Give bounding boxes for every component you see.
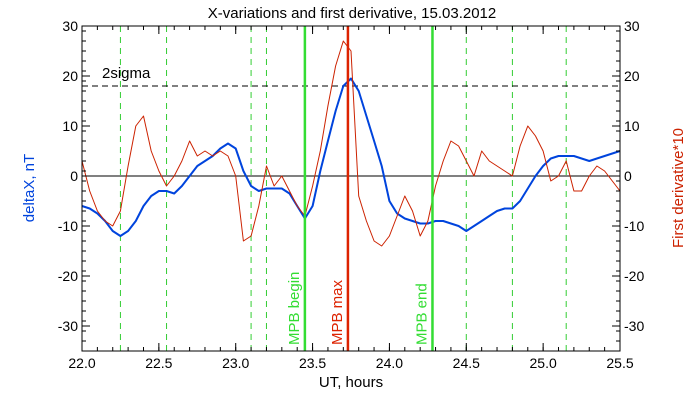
x-tick-label-4: 24.0: [376, 355, 403, 371]
x-tick-label-0: 22.0: [68, 355, 95, 371]
y-tick-label-left-1: 20: [62, 68, 78, 84]
y-tick-label-right-6: -30: [624, 318, 644, 334]
y-tick-label-right-5: -20: [624, 268, 644, 284]
chart-title: X-variations and first derivative, 15.03…: [208, 5, 497, 22]
x-tick-label-5: 24.5: [453, 355, 480, 371]
x-tick-label-1: 22.5: [145, 355, 172, 371]
vertical-marker-label-1: MPB max: [329, 279, 346, 345]
series-line-0: [81, 77, 621, 237]
y-tick-label-left-0: 30: [62, 18, 78, 34]
series-line-1: [81, 40, 621, 247]
vertical-marker-label-0: MPB begin: [286, 272, 303, 345]
y-tick-label-right-1: 20: [624, 68, 640, 84]
y-axis-label-right: First derivative*10: [670, 128, 687, 248]
y-tick-label-right-2: 10: [624, 118, 640, 134]
y-axis-label-left: deltaX, nT: [21, 154, 38, 222]
x-axis-label: UT, hours: [319, 374, 383, 391]
x-tick-label-3: 23.5: [299, 355, 326, 371]
horizontal-line-label-1: 2sigma: [102, 65, 151, 82]
vertical-marker-label-2: MPB end: [413, 283, 430, 345]
plot-area: 2sigma MPB begin MPB max MPB end: [81, 26, 621, 351]
y-tick-label-left-6: -30: [58, 318, 78, 334]
plot-frame: [81, 25, 621, 352]
axes: 22.0 22.5 23.0 23.5 24.0 24.5 25.0 25.5 30 30 20 20…: [58, 18, 645, 371]
y-tick-label-left-3: 0: [70, 168, 78, 184]
y-tick-label-left-5: -20: [58, 268, 78, 284]
y-tick-label-right-0: 30: [624, 18, 640, 34]
x-tick-label-6: 25.0: [530, 355, 557, 371]
x-tick-label-7: 25.5: [606, 355, 633, 371]
x-tick-label-2: 23.0: [222, 355, 249, 371]
y-tick-label-left-4: -10: [58, 218, 78, 234]
y-tick-label-right-4: -10: [624, 218, 644, 234]
y-tick-label-right-3: 0: [624, 168, 632, 184]
y-tick-label-left-2: 10: [62, 118, 78, 134]
